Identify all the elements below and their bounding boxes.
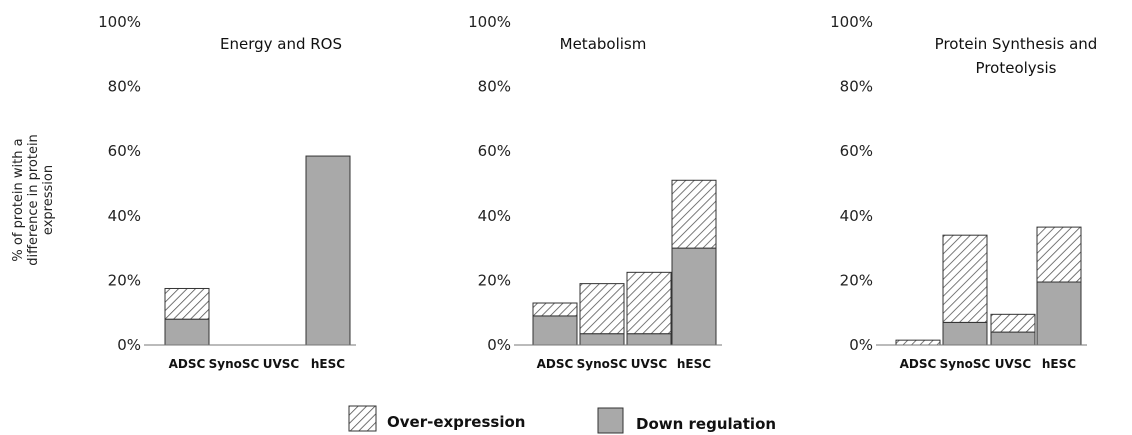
bar-uvsc-down-regulation — [990, 331, 1036, 346]
y-tick-label: 0% — [117, 336, 141, 354]
chart-title-line: Protein Synthesis and — [935, 35, 1098, 53]
y-tick-label: 100% — [98, 13, 141, 31]
y-tick-label: 40% — [840, 207, 873, 225]
category-label: UVSC — [995, 357, 1032, 371]
bar-hesc-down-regulation — [305, 155, 351, 346]
y-axis-label: % of protein with a difference in protei… — [11, 134, 56, 266]
chart-panel-2: Metabolism 0% 20% 40% 60% 80% 100% ADSC SynoSC UV… — [468, 13, 722, 371]
category-label: UVSC — [263, 357, 300, 371]
y-tick-label: 40% — [108, 207, 141, 225]
category-label: hESC — [677, 357, 711, 371]
category-label: SynoSC — [940, 357, 991, 371]
y-axis-label-line-2: difference in protein — [26, 134, 41, 266]
y-axis-label-line-1: % of protein with a — [11, 138, 26, 261]
category-label: SynoSC — [209, 357, 260, 371]
bar-uvsc-over-expression — [626, 271, 672, 335]
bar-synosc-down-regulation — [942, 321, 988, 346]
y-tick-label: 100% — [830, 13, 873, 31]
chart-title-line: Metabolism — [560, 35, 647, 53]
legend-swatch-down-regulation — [597, 407, 624, 434]
chart-title-line: Proteolysis — [976, 59, 1057, 77]
legend-label-down-regulation: Down regulation — [636, 415, 776, 433]
y-tick-label: 80% — [840, 78, 873, 96]
y-tick-label: 20% — [840, 271, 873, 289]
y-tick-label: 100% — [468, 13, 511, 31]
category-label: ADSC — [900, 357, 937, 371]
bar-adsc-down-regulation — [532, 315, 578, 346]
chart-panel-3: Protein Synthesis and Proteolysis 0% 20% 40%… — [830, 13, 1097, 371]
y-tick-label: 20% — [478, 271, 511, 289]
bar-uvsc-over-expression — [990, 313, 1036, 333]
bar-adsc-over-expression — [164, 287, 210, 320]
y-tick-label: 60% — [108, 142, 141, 160]
bar-adsc-over-expression — [895, 339, 941, 346]
category-label: UVSC — [631, 357, 668, 371]
legend: Over-expression Down regulation — [348, 405, 776, 434]
y-tick-label: 0% — [849, 336, 873, 354]
chart-title-line: Energy and ROS — [220, 35, 342, 53]
category-label: hESC — [1042, 357, 1076, 371]
bar-synosc-over-expression — [579, 283, 625, 335]
bar-hesc-down-regulation — [671, 247, 717, 346]
chart-panel-1: Energy and ROS 0% 20% 40% 60% 80% 100% ADSC Syno… — [98, 13, 356, 371]
y-tick-label: 60% — [478, 142, 511, 160]
bar-adsc-down-regulation — [164, 318, 210, 346]
bar-adsc-over-expression — [532, 302, 578, 317]
y-tick-label: 80% — [108, 78, 141, 96]
bar-hesc-over-expression — [1036, 226, 1082, 283]
category-label: hESC — [311, 357, 345, 371]
legend-swatch-over-expression — [348, 405, 377, 432]
y-tick-label: 80% — [478, 78, 511, 96]
category-label: SynoSC — [577, 357, 628, 371]
bar-synosc-over-expression — [942, 234, 988, 323]
y-axis-label-line-3: expression — [41, 165, 56, 235]
y-tick-label: 0% — [487, 336, 511, 354]
bar-uvsc-down-regulation — [626, 333, 672, 346]
y-tick-label: 60% — [840, 142, 873, 160]
bar-hesc-down-regulation — [1036, 281, 1082, 346]
category-label: ADSC — [537, 357, 574, 371]
bar-synosc-down-regulation — [579, 333, 625, 346]
y-tick-label: 40% — [478, 207, 511, 225]
legend-label-over-expression: Over-expression — [387, 413, 525, 431]
bar-hesc-over-expression — [671, 179, 717, 249]
y-tick-label: 20% — [108, 271, 141, 289]
category-label: ADSC — [169, 357, 206, 371]
